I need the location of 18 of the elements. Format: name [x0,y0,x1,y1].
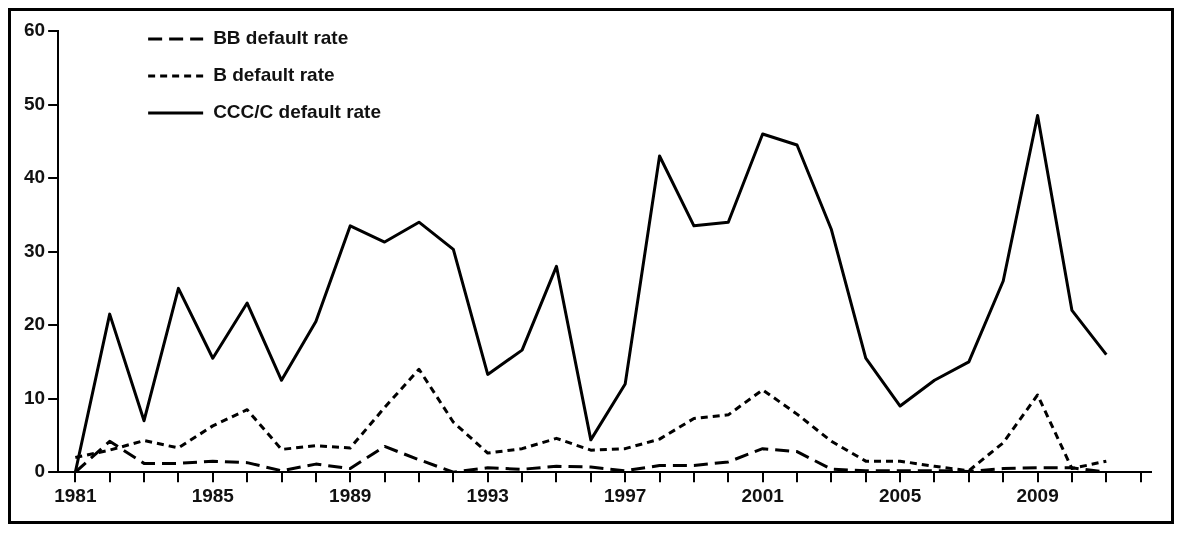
x-tick-label: 2001 [741,484,785,506]
x-tick-label: 1985 [191,484,235,506]
y-tick-label: 30 [23,239,46,261]
legend-label: CCC/C default rate [213,101,381,123]
x-tick-label: 1981 [54,484,97,506]
y-tick-label: 50 [23,92,46,114]
legend-label: BB default rate [213,27,349,49]
x-tick-label: 1993 [466,484,509,506]
x-tick-label: 2009 [1016,484,1059,506]
y-tick-label: 10 [23,386,46,408]
x-tick-label: 2005 [878,484,922,506]
x-tick-label: 1997 [604,484,647,506]
legend-label: B default rate [213,64,335,86]
y-tick-label: 20 [23,313,46,335]
y-tick-label: 40 [23,166,46,188]
y-tick-label: 60 [23,19,46,41]
x-tick-label: 1989 [329,484,372,506]
y-tick-label: 0 [34,460,46,482]
